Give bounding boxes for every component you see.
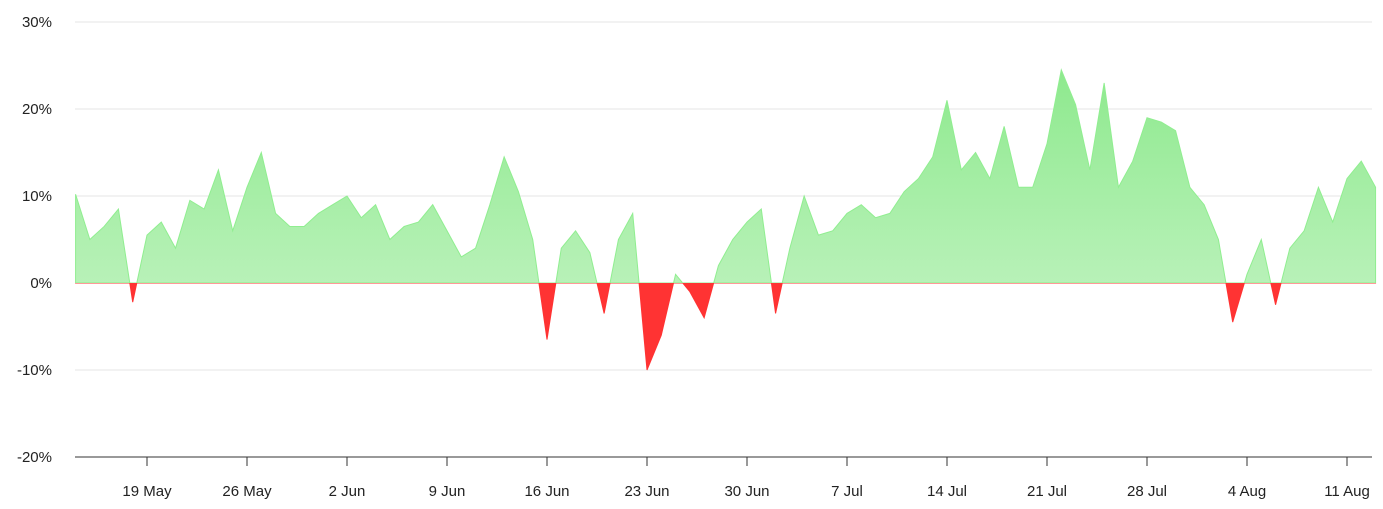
x-axis: 19 May 26 May 2 Jun 9 Jun 16 Jun 23 Jun 30 Jun… [75,456,1372,500]
x-tick-label: 9 Jun [429,483,466,500]
positive-area [75,68,1377,283]
x-tick-label: 30 Jun [724,483,769,500]
series-area [75,68,1377,371]
x-tick-label: 19 May [122,483,172,500]
x-tick-label: 26 May [222,483,272,500]
y-axis-tick-labels: 30% 20% 10% 0% -10% -20% [17,14,52,466]
x-tick-label: 14 Jul [927,483,967,500]
y-tick-label: -20% [17,449,52,466]
x-tick-label: 23 Jun [624,483,669,500]
y-tick-label: 0% [30,275,52,292]
x-tick-label: 16 Jun [524,483,569,500]
y-tick-label: 30% [22,14,52,31]
x-tick-label: 11 Aug [1324,483,1370,500]
x-tick-label: 28 Jul [1127,483,1167,500]
x-tick-label: 4 Aug [1228,483,1266,500]
y-tick-label: -10% [17,362,52,379]
x-tick-label: 2 Jun [329,483,366,500]
x-tick-label: 21 Jul [1027,483,1067,500]
y-tick-label: 20% [22,101,52,118]
y-tick-label: 10% [22,188,52,205]
x-tick-label: 7 Jul [831,483,863,500]
